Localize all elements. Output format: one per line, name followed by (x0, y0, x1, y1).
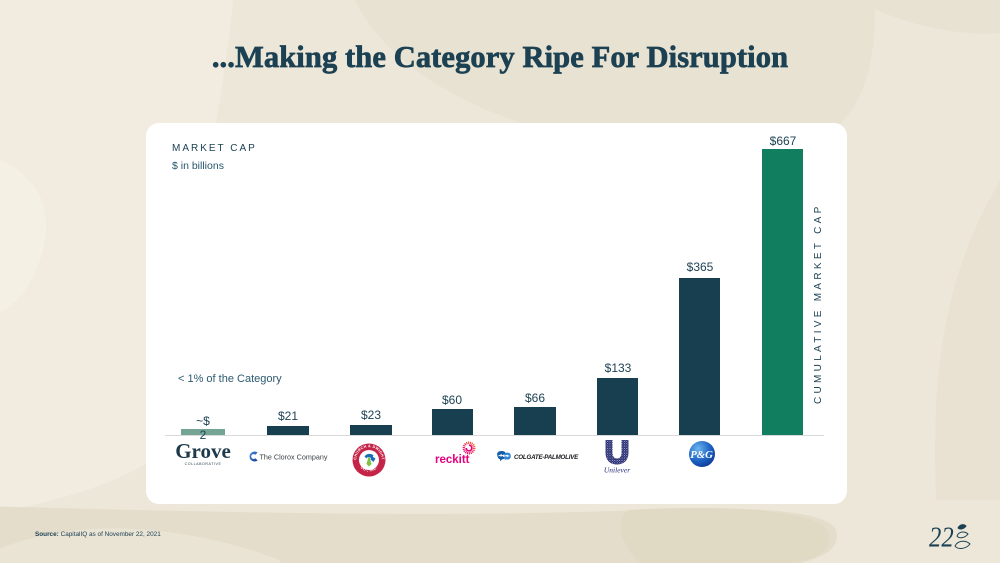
svg-text:COLGATE-PALMOLIVE: COLGATE-PALMOLIVE (514, 454, 579, 461)
svg-text:reckitt: reckitt (435, 454, 470, 466)
svg-text:22: 22 (929, 521, 954, 552)
svg-text:Unilever: Unilever (604, 466, 630, 475)
svg-text:The Clorox Company: The Clorox Company (260, 452, 328, 461)
svg-text:P&G: P&G (690, 449, 713, 461)
svg-text:CO., INC.: CO., INC. (360, 465, 379, 472)
